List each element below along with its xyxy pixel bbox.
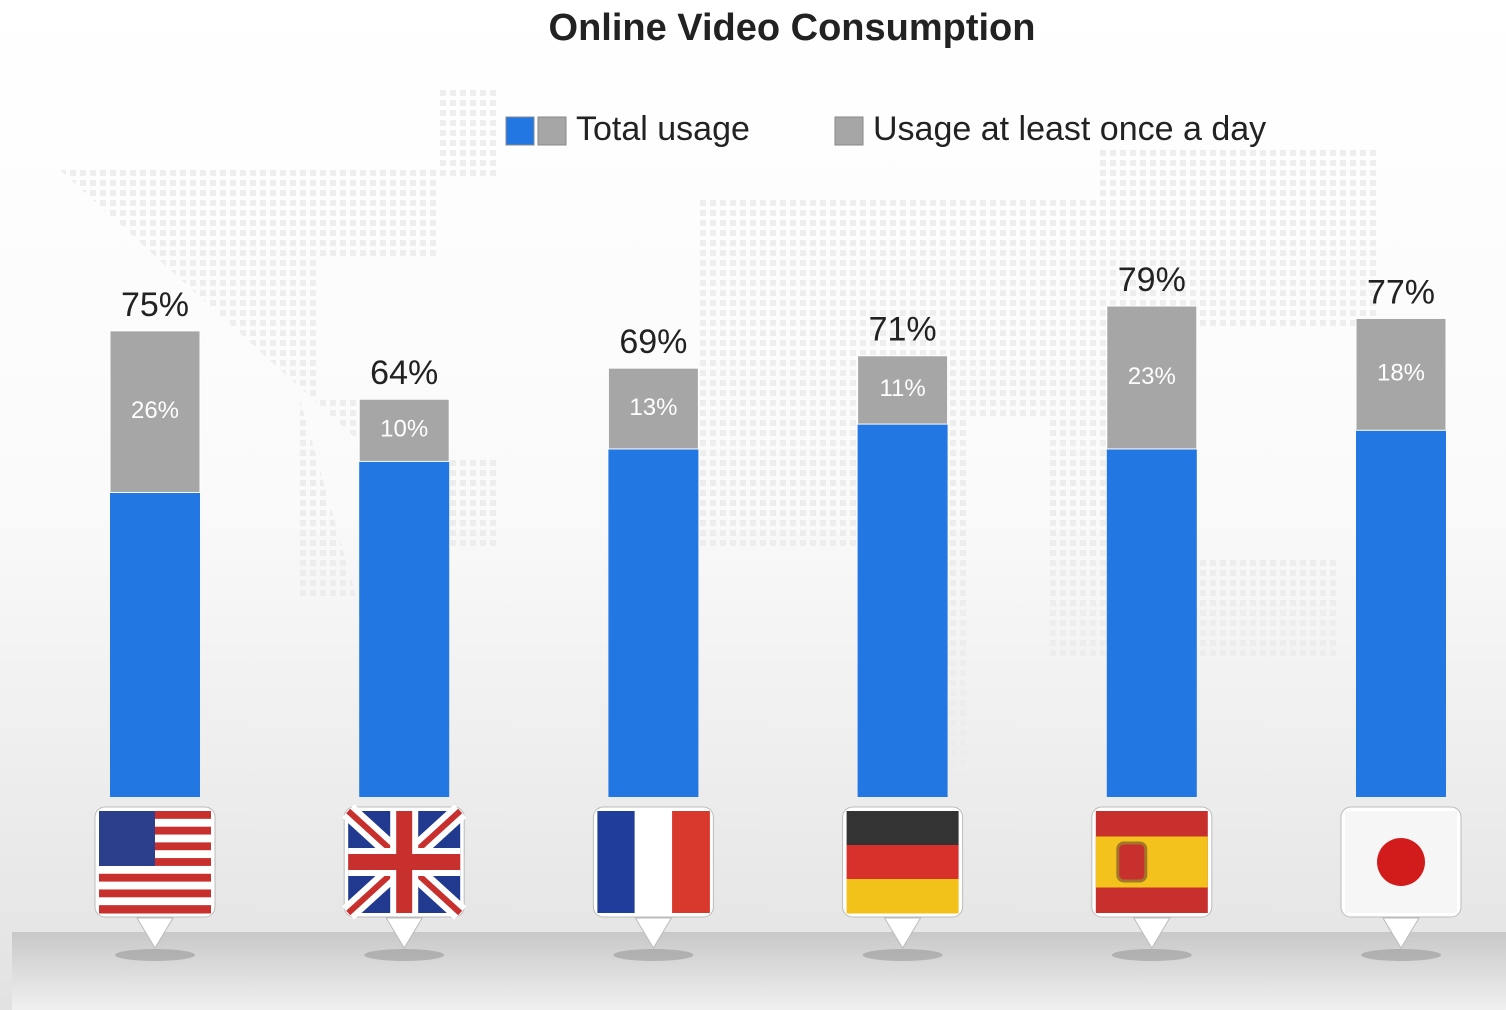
total-label: 75%	[121, 286, 189, 324]
flag-part	[846, 845, 959, 879]
pin-shadow	[862, 949, 943, 961]
flag-part	[99, 905, 211, 914]
bar-daily	[857, 355, 949, 425]
flag-part	[846, 811, 959, 845]
pin-shadow	[1111, 949, 1192, 961]
bar-daily	[1106, 305, 1198, 450]
flag-part	[99, 881, 211, 890]
total-label: 69%	[619, 323, 687, 361]
world-map	[60, 90, 1380, 790]
pin-pointer	[1132, 917, 1171, 949]
pin-shadow	[613, 949, 694, 961]
legend-label: Total usage	[576, 110, 750, 148]
daily-label: 23%	[1128, 363, 1176, 390]
flag-part	[597, 811, 635, 913]
bar-daily	[607, 367, 699, 450]
total-label: 79%	[1118, 261, 1186, 299]
total-label: 77%	[1367, 273, 1435, 311]
daily-label: 13%	[629, 394, 677, 421]
pin-pointer	[1382, 917, 1420, 949]
flag	[1095, 811, 1208, 913]
flag-part	[99, 811, 155, 866]
floor	[12, 932, 1506, 1010]
pin-pointer	[136, 917, 174, 949]
bar-daily	[358, 398, 450, 462]
chart-title: Online Video Consumption	[549, 7, 1036, 49]
daily-label: 18%	[1377, 360, 1425, 387]
pin-pointer	[634, 917, 673, 949]
flag-part	[1116, 841, 1148, 883]
daily-label: 26%	[131, 397, 179, 424]
pin-pointer	[385, 917, 424, 949]
flag-part	[634, 811, 673, 913]
flag-part	[672, 811, 710, 913]
total-label: 71%	[869, 311, 937, 349]
legend-swatch	[537, 116, 567, 146]
pin-shadow	[1361, 949, 1441, 961]
pin-pointer	[883, 917, 922, 949]
flag	[846, 811, 959, 914]
daily-label: 11%	[879, 375, 925, 402]
flag-part	[1095, 836, 1208, 888]
total-label: 64%	[370, 354, 438, 392]
pin-shadow	[364, 949, 445, 961]
flag	[342, 804, 467, 920]
flag	[1345, 811, 1457, 913]
flag-part	[99, 897, 211, 906]
bar-daily	[109, 330, 201, 493]
flag	[99, 811, 211, 914]
daily-label: 10%	[380, 416, 428, 443]
flag-part	[846, 879, 959, 914]
bar-total	[359, 399, 450, 797]
flag-part	[99, 889, 211, 898]
legend-label: Usage at least once a day	[873, 110, 1266, 148]
flag-part	[99, 873, 211, 883]
bar-total	[857, 355, 948, 797]
legend-swatch	[505, 116, 535, 146]
flag-part	[348, 854, 461, 870]
legend-swatch	[834, 116, 864, 146]
flag-part	[1377, 838, 1425, 886]
flag-part	[99, 865, 211, 875]
flag	[597, 811, 710, 913]
pin-shadow	[115, 949, 195, 961]
bar-daily	[1355, 317, 1447, 431]
